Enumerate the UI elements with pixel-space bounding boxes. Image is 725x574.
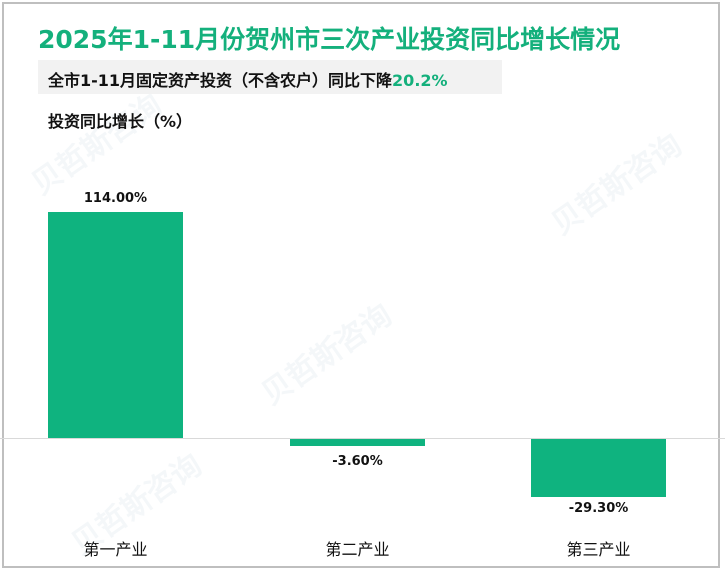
bar-value-label: -3.60% [332, 454, 383, 469]
category-label: 第三产业 [566, 540, 631, 559]
bar-value-label: 114.00% [83, 191, 148, 206]
bar-primary-industry [48, 212, 183, 438]
bar-secondary-industry [290, 439, 425, 446]
bar-tertiary-industry [531, 439, 666, 497]
chart-title: 2025年1-11月份贺州市三次产业投资同比增长情况 [38, 25, 621, 54]
category-label: 第二产业 [325, 540, 390, 559]
category-label: 第一产业 [83, 540, 148, 559]
subtitle-highlight: 20.2% [392, 71, 448, 90]
y-axis-label: 投资同比增长（%） [48, 112, 193, 131]
subtitle: 全市1-11月固定资产投资（不含农户）同比下降20.2% [48, 67, 448, 91]
subtitle-box: 全市1-11月固定资产投资（不含农户）同比下降20.2% [38, 60, 502, 94]
subtitle-text: 全市1-11月固定资产投资（不含农户）同比下降 [48, 71, 393, 90]
bar-value-label: -29.30% [568, 501, 629, 516]
zero-baseline [0, 438, 725, 439]
